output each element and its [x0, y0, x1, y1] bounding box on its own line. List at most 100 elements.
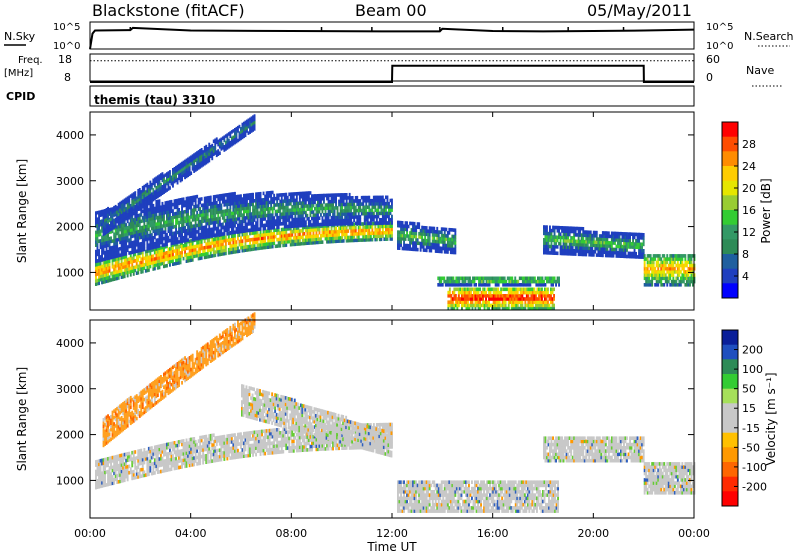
heatmap-cell: [547, 251, 550, 255]
heatmap-cell: [351, 212, 354, 216]
heatmap-cell: [419, 241, 422, 246]
heatmap-cell: [104, 237, 106, 242]
heatmap-cell: [283, 230, 286, 235]
heatmap-cell: [465, 297, 468, 301]
heatmap-cell: [175, 258, 177, 263]
heatmap-cell: [286, 211, 289, 216]
heatmap-cell: [538, 283, 541, 287]
heatmap-cell: [217, 216, 220, 221]
heatmap-cell: [227, 138, 230, 143]
heatmap-cell: [427, 232, 430, 237]
heatmap-cell: [111, 239, 114, 243]
heatmap-cell: [264, 239, 267, 243]
heatmap-cell: [202, 229, 205, 233]
heatmap-cell: [474, 294, 477, 298]
heatmap-cell: [104, 231, 106, 236]
heatmap-cell: [383, 201, 386, 206]
heatmap-cell: [247, 219, 250, 223]
heatmap-cell: [527, 283, 530, 287]
heatmap-cell: [273, 200, 276, 204]
heatmap-cell: [344, 202, 347, 207]
heatmap-cell: [567, 226, 570, 230]
heatmap-cell: [538, 300, 540, 304]
heatmap-cell: [98, 278, 100, 282]
heatmap-cell: [218, 243, 221, 247]
heatmap-cell: [304, 197, 307, 202]
heatmap-cell: [438, 283, 441, 287]
heatmap-cell: [172, 177, 174, 182]
heatmap-cell: [289, 221, 292, 225]
heatmap-cell: [197, 197, 200, 202]
heatmap-cell: [541, 303, 543, 308]
heatmap-cell: [454, 300, 457, 304]
heatmap-cell: [250, 221, 253, 226]
heatmap-cell: [295, 195, 298, 199]
heatmap-cell: [98, 252, 100, 256]
heatmap-cell: [226, 215, 229, 219]
heatmap-cell: [585, 252, 588, 257]
heatmap-cell: [140, 248, 143, 252]
heatmap-cell: [206, 221, 209, 226]
heatmap-cell: [470, 297, 472, 301]
heatmap-cell: [565, 242, 568, 246]
heatmap-cell: [428, 229, 431, 234]
heatmap-cell: [158, 252, 161, 257]
heatmap-cell: [574, 242, 577, 247]
heatmap-cell: [252, 212, 254, 216]
heatmap-cell: [175, 245, 177, 250]
heatmap-cell: [515, 287, 518, 292]
heatmap-cell: [486, 294, 489, 298]
heatmap-cell: [208, 248, 211, 252]
heatmap-cell: [338, 226, 340, 231]
heatmap-cell: [561, 245, 563, 249]
heatmap-cell: [128, 251, 131, 255]
heatmap-cell: [552, 276, 554, 281]
heatmap-cell: [194, 198, 197, 202]
heatmap-cell: [149, 183, 152, 188]
heatmap-cell: [194, 251, 197, 255]
heatmap-cell: [223, 225, 226, 230]
heatmap-cell: [577, 239, 580, 244]
heatmap-cell: [498, 303, 501, 308]
heatmap-cell: [135, 255, 138, 259]
heatmap-cell: [510, 297, 513, 301]
heatmap-cell: [288, 198, 291, 203]
heatmap-cell: [451, 241, 454, 245]
heatmap-cell: [156, 199, 159, 204]
heatmap-cell: [172, 168, 174, 172]
heatmap-cell: [273, 197, 276, 201]
heatmap-cell: [240, 133, 242, 137]
heatmap-cell: [144, 253, 147, 257]
heatmap-cell: [314, 197, 316, 201]
heatmap-cell: [327, 212, 330, 217]
heatmap-cell: [567, 252, 570, 256]
heatmap-cell: [416, 238, 419, 242]
heatmap-cell: [123, 261, 126, 266]
heatmap-cell: [312, 210, 315, 214]
heatmap-cell: [181, 204, 183, 208]
heatmap-cell: [577, 226, 580, 231]
heatmap-cell: [156, 181, 159, 186]
heatmap-cell: [424, 235, 427, 240]
heatmap-cell: [271, 190, 274, 195]
heatmap-cell: [226, 228, 229, 232]
heatmap-cell: [267, 245, 270, 249]
heatmap-cell: [606, 240, 609, 245]
heatmap-cell: [403, 224, 405, 228]
heatmap-cell: [594, 230, 597, 235]
heatmap-cell: [388, 208, 390, 212]
heatmap-cell: [303, 217, 306, 221]
heatmap-cell: [297, 211, 300, 215]
heatmap-cell: [131, 215, 134, 219]
heatmap-cell: [289, 236, 292, 241]
heatmap-cell: [238, 213, 241, 218]
heatmap-cell: [295, 198, 298, 202]
heatmap-cell: [140, 199, 143, 204]
heatmap-cell: [232, 224, 235, 228]
heatmap-cell: [147, 194, 150, 199]
heatmap-cell: [516, 294, 519, 298]
heatmap-cell: [175, 255, 177, 259]
heatmap-cell: [504, 287, 507, 292]
heatmap-cell: [321, 193, 324, 198]
heatmap-cell: [256, 243, 259, 248]
